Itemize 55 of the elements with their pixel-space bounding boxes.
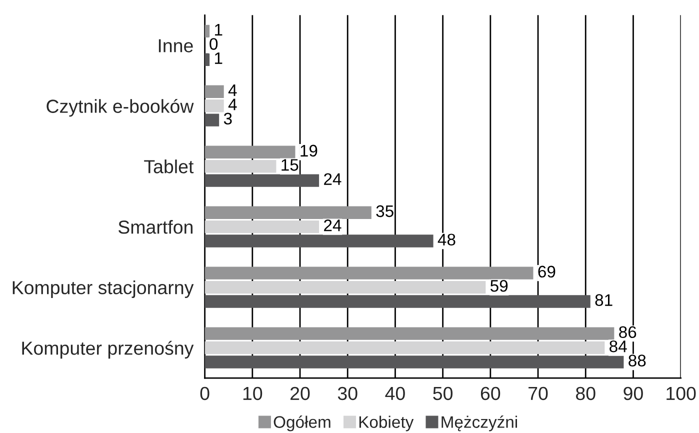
- x-tick-label: 10: [243, 386, 262, 400]
- x-tick-label: 90: [624, 386, 643, 400]
- bar: [204, 160, 276, 173]
- bar: [204, 174, 320, 187]
- y-tick-label: Inne: [158, 39, 193, 52]
- data-label: 1: [215, 24, 222, 36]
- bar: [204, 206, 372, 219]
- bar: [204, 53, 210, 66]
- y-tick-label: Czytnik e-booków: [46, 98, 194, 117]
- x-tick-label: 80: [576, 386, 596, 400]
- x-tick-label: 70: [528, 386, 548, 400]
- bar: [204, 341, 605, 354]
- data-label: 88: [628, 354, 646, 366]
- y-tick-label: Komputer stacjonarny: [12, 280, 194, 298]
- bar: [204, 114, 220, 126]
- bar: [204, 100, 224, 112]
- bar: [204, 327, 614, 340]
- data-label: 84: [610, 340, 627, 352]
- bar: [204, 356, 624, 368]
- bar: [204, 146, 296, 158]
- bar: [204, 295, 590, 308]
- data-label: 35: [376, 205, 394, 218]
- data-label: 81: [595, 294, 612, 306]
- bar: [204, 280, 486, 294]
- data-label: 48: [438, 234, 456, 246]
- legend-label: Kobiety: [359, 416, 414, 432]
- data-label: 59: [490, 280, 508, 292]
- bar: [204, 220, 320, 234]
- x-tick-label: 0: [200, 386, 210, 400]
- bar: [204, 85, 224, 98]
- data-label: 19: [300, 144, 318, 157]
- bar: [204, 266, 534, 280]
- x-tick-label: 20: [290, 386, 310, 400]
- x-tick-label: 100: [666, 386, 696, 400]
- data-label: 86: [619, 326, 636, 338]
- x-tick-label: 30: [338, 386, 358, 400]
- data-label: 15: [282, 159, 298, 171]
- y-tick-label: Tablet: [144, 160, 194, 174]
- y-tick-label: Smartfon: [118, 220, 192, 234]
- bar: [204, 234, 434, 248]
- data-label: 1: [215, 52, 222, 64]
- y-tick-label: Komputer przenośny: [22, 340, 194, 359]
- data-label: 24: [324, 173, 342, 185]
- data-label: 4: [228, 84, 237, 96]
- data-label: 4: [228, 98, 237, 110]
- data-label: 0: [210, 38, 218, 50]
- bar: [204, 24, 210, 38]
- legend-label: Ogółem: [274, 416, 330, 432]
- data-label: 3: [224, 112, 232, 125]
- data-label: 24: [324, 219, 342, 232]
- data-label: 69: [538, 266, 556, 278]
- x-tick-label: 40: [385, 386, 405, 400]
- legend-label: Mężczyźni: [442, 416, 517, 432]
- x-tick-label: 50: [433, 386, 453, 400]
- x-tick-label: 60: [480, 386, 500, 400]
